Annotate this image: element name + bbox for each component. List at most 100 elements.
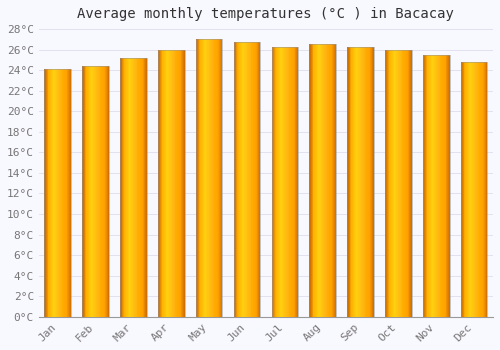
Bar xyxy=(183,50,184,317)
Bar xyxy=(159,50,160,317)
Bar xyxy=(440,55,441,317)
Bar xyxy=(65,69,66,317)
Bar xyxy=(373,47,374,317)
Bar xyxy=(411,50,412,317)
Bar xyxy=(425,55,426,317)
Bar xyxy=(101,66,102,317)
Bar xyxy=(137,58,138,317)
Bar xyxy=(235,42,236,317)
Bar xyxy=(334,44,335,317)
Bar xyxy=(86,66,87,317)
Bar xyxy=(463,62,464,317)
Bar xyxy=(66,69,67,317)
Bar xyxy=(216,39,217,317)
Bar xyxy=(145,58,146,317)
Bar xyxy=(401,50,402,317)
Bar xyxy=(245,42,246,317)
Bar xyxy=(181,50,182,317)
Bar xyxy=(108,66,109,317)
Bar xyxy=(372,47,373,317)
Bar xyxy=(98,66,99,317)
Bar xyxy=(317,44,318,317)
Bar xyxy=(82,66,109,317)
Bar xyxy=(251,42,252,317)
Bar xyxy=(397,50,398,317)
Bar xyxy=(178,50,179,317)
Bar xyxy=(278,47,279,317)
Bar xyxy=(139,58,140,317)
Bar xyxy=(219,39,220,317)
Bar xyxy=(468,62,469,317)
Bar xyxy=(124,58,125,317)
Bar xyxy=(45,69,46,317)
Bar xyxy=(58,69,59,317)
Bar xyxy=(312,44,313,317)
Bar xyxy=(364,47,365,317)
Bar xyxy=(386,50,387,317)
Bar xyxy=(215,39,216,317)
Bar xyxy=(315,44,316,317)
Bar xyxy=(242,42,243,317)
Bar xyxy=(180,50,181,317)
Bar xyxy=(138,58,139,317)
Bar xyxy=(130,58,131,317)
Bar xyxy=(122,58,123,317)
Bar xyxy=(169,50,170,317)
Bar xyxy=(436,55,437,317)
Bar xyxy=(424,55,425,317)
Bar xyxy=(69,69,70,317)
Bar xyxy=(144,58,145,317)
Bar xyxy=(356,47,357,317)
Bar xyxy=(323,44,324,317)
Bar xyxy=(293,47,294,317)
Bar xyxy=(165,50,166,317)
Bar xyxy=(385,50,411,317)
Bar xyxy=(106,66,107,317)
Bar xyxy=(199,39,200,317)
Bar xyxy=(406,50,407,317)
Bar xyxy=(272,47,298,317)
Bar xyxy=(167,50,168,317)
Bar xyxy=(103,66,104,317)
Bar xyxy=(67,69,68,317)
Bar xyxy=(348,47,374,317)
Bar xyxy=(208,39,209,317)
Bar xyxy=(325,44,326,317)
Bar xyxy=(326,44,327,317)
Bar xyxy=(247,42,248,317)
Bar xyxy=(411,50,412,317)
Bar xyxy=(95,66,96,317)
Bar xyxy=(252,42,254,317)
Bar xyxy=(176,50,177,317)
Bar xyxy=(54,69,55,317)
Bar xyxy=(388,50,389,317)
Bar xyxy=(63,69,64,317)
Bar xyxy=(201,39,202,317)
Bar xyxy=(218,39,219,317)
Bar xyxy=(70,69,71,317)
Bar xyxy=(398,50,399,317)
Bar xyxy=(275,47,276,317)
Bar xyxy=(162,50,163,317)
Bar xyxy=(142,58,143,317)
Bar xyxy=(198,39,199,317)
Bar xyxy=(293,47,294,317)
Bar xyxy=(202,39,203,317)
Bar xyxy=(290,47,291,317)
Bar xyxy=(353,47,354,317)
Bar xyxy=(164,50,165,317)
Bar xyxy=(209,39,210,317)
Bar xyxy=(484,62,485,317)
Bar xyxy=(410,50,411,317)
Bar xyxy=(470,62,471,317)
Bar xyxy=(168,50,169,317)
Bar xyxy=(348,47,349,317)
Bar xyxy=(294,47,295,317)
Bar xyxy=(258,42,259,317)
Bar xyxy=(395,50,396,317)
Bar xyxy=(366,47,367,317)
Bar xyxy=(256,42,257,317)
Bar xyxy=(245,42,246,317)
Bar xyxy=(61,69,62,317)
Bar xyxy=(318,44,320,317)
